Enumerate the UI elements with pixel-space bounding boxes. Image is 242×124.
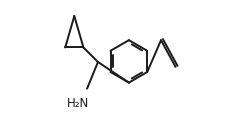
Text: H₂N: H₂N — [67, 97, 89, 110]
